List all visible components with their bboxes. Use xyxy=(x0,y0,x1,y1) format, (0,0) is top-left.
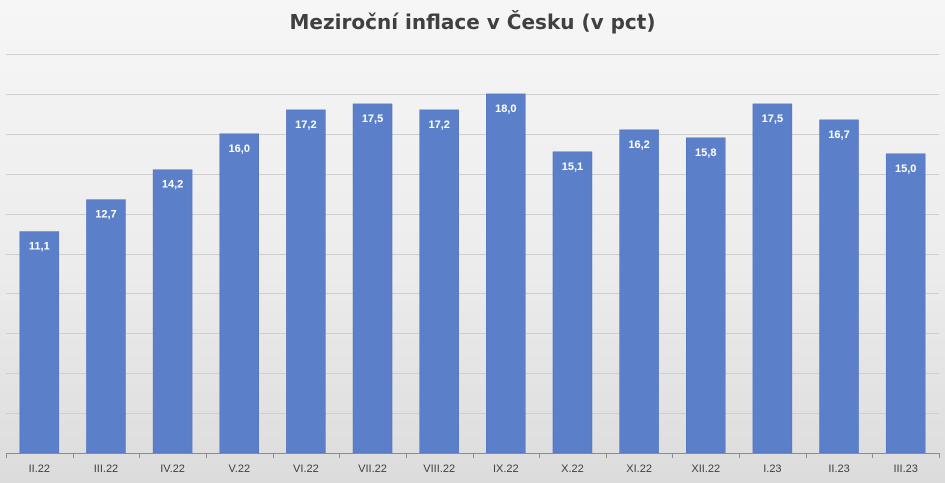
chart-title: Meziroční inflace v Česku (v pct) xyxy=(289,10,656,34)
x-tick-label: II.22 xyxy=(29,463,50,475)
bar xyxy=(819,119,859,454)
bar xyxy=(885,153,926,454)
x-tick-label: VII.22 xyxy=(358,463,387,475)
bar xyxy=(752,103,793,454)
data-label: 18,0 xyxy=(495,103,516,115)
data-label: 12,7 xyxy=(95,209,116,221)
bar xyxy=(352,103,393,454)
x-tick-label: II.23 xyxy=(828,463,849,475)
x-tick-label: VIII.22 xyxy=(423,463,455,475)
x-tick-label: X.22 xyxy=(561,463,584,475)
data-label: 15,8 xyxy=(695,147,716,159)
bar xyxy=(552,151,593,454)
data-label: 16,0 xyxy=(229,143,250,155)
x-tick-label: IX.22 xyxy=(493,463,519,475)
bar xyxy=(219,133,259,454)
x-tick-label: XII.22 xyxy=(691,463,720,475)
data-label: 17,5 xyxy=(762,113,783,125)
x-tick-label: XI.22 xyxy=(626,463,652,475)
data-label: 17,2 xyxy=(428,119,449,131)
data-label: 16,2 xyxy=(628,139,649,151)
bar xyxy=(19,231,60,454)
bar xyxy=(686,137,726,454)
x-tick-label: V.22 xyxy=(228,463,250,475)
bar xyxy=(86,199,126,454)
x-tick-label: III.22 xyxy=(94,463,118,475)
bar xyxy=(286,109,326,454)
data-label: 14,2 xyxy=(162,179,183,191)
data-label: 15,0 xyxy=(895,163,916,175)
x-tick-label: VI.22 xyxy=(293,463,319,475)
bar xyxy=(419,109,459,454)
data-label: 11,1 xyxy=(29,241,50,253)
data-label: 16,7 xyxy=(828,129,849,141)
x-tick-label: III.23 xyxy=(893,463,917,475)
x-tick-label: I.23 xyxy=(763,463,781,475)
data-label: 15,1 xyxy=(562,161,583,173)
bar xyxy=(619,129,659,454)
bar xyxy=(152,169,193,454)
bar xyxy=(486,93,526,454)
data-label: 17,2 xyxy=(295,119,316,131)
data-label: 17,5 xyxy=(362,113,383,125)
x-tick-label: IV.22 xyxy=(160,463,185,475)
